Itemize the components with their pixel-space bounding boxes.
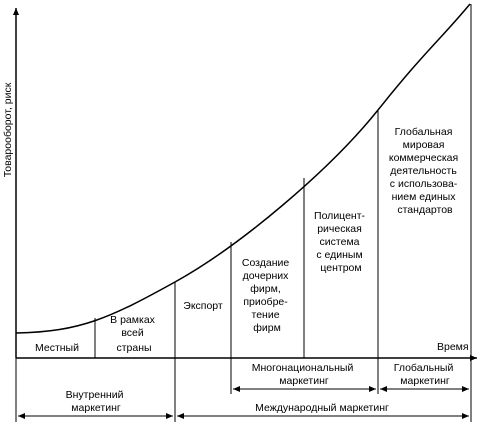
growth-curve [15, 3, 471, 334]
stage-polycentric-label: Полицент- рическая система с единым цент… [314, 210, 368, 274]
stage-global-label: Глобальная мировая коммерческая деятельн… [389, 126, 461, 216]
stage-subsidiaries-label: Создание дочерних фирм, приобре- тение ф… [242, 257, 292, 334]
y-axis-label: Товарооборот, риск [2, 82, 14, 177]
group-international-label: Международный маркетинг [255, 402, 389, 414]
x-axis-label: Время [437, 341, 469, 353]
group-domestic-label: Внутренний маркетинг [66, 389, 127, 414]
stage-local-label: Местный [35, 342, 79, 354]
stage-export-label: Экспорт [183, 300, 223, 312]
group-multinational-label: Многонациональный маркетинг [252, 362, 357, 387]
group-global-label: Глобальный маркетинг [394, 362, 457, 387]
stage-national-label: В рамках всей страны [110, 314, 158, 354]
